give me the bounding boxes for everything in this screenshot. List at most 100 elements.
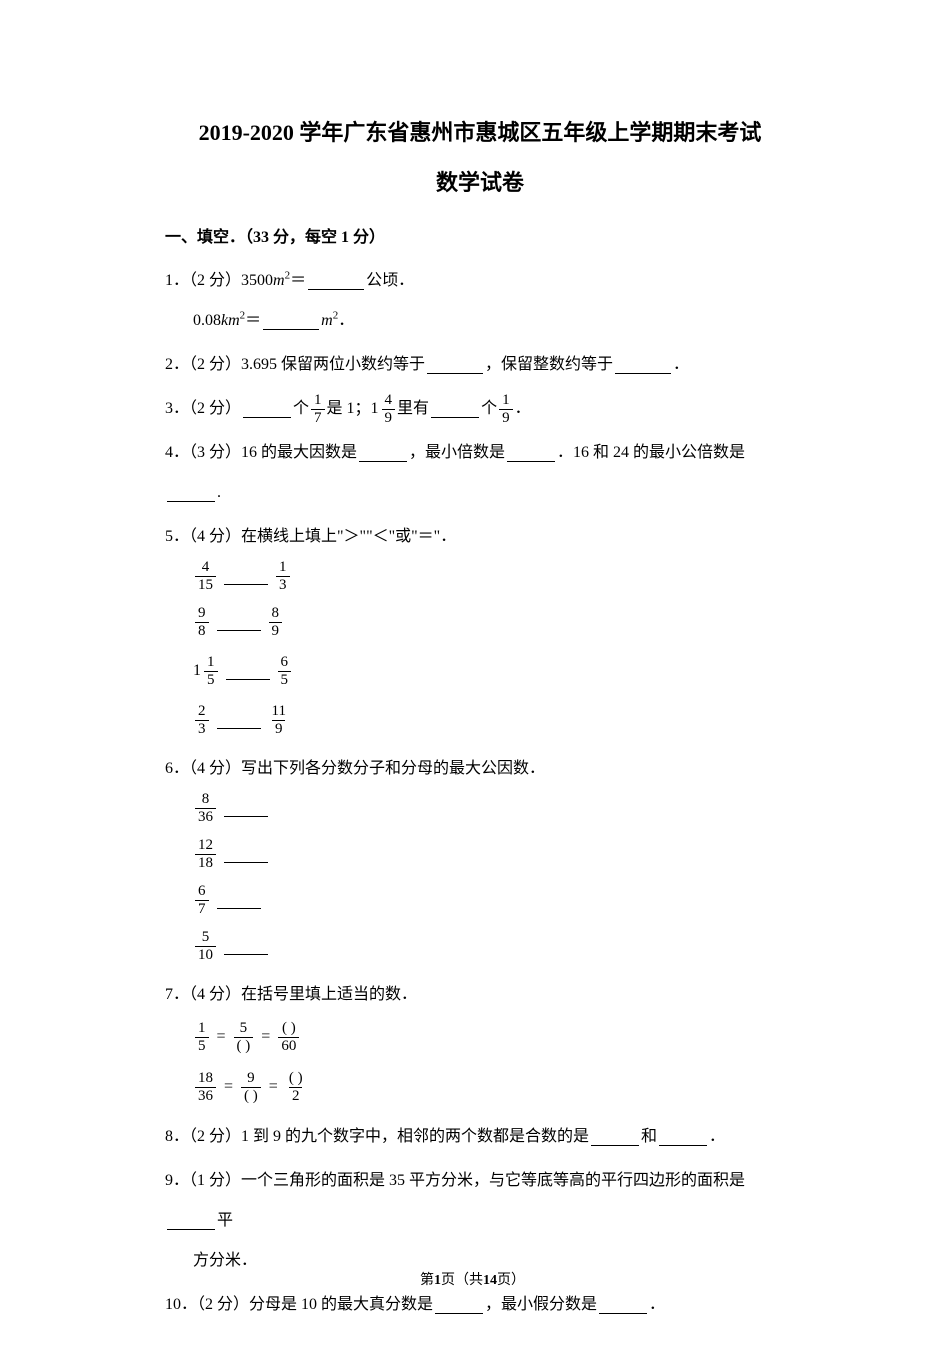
q9-label: 9．（1 分）一个三角形的面积是 35 平方分米，与它等底等高的平行四边形的面积…	[165, 1161, 745, 1201]
q1-label: 1．（2 分）3500	[165, 261, 273, 301]
section-header: 一、填空．（33 分，每空 1 分）	[165, 223, 795, 247]
q5-2-right: 65	[278, 655, 292, 688]
q3-blank2	[431, 400, 479, 418]
q5-2-left: 115	[193, 651, 220, 691]
footer-post: 页）	[497, 1273, 525, 1288]
eq-sign: =	[261, 1017, 270, 1057]
question-6: 6．（4 分）写出下列各分数分子和分母的最大公因数． 836 1218 67 5…	[165, 749, 795, 963]
q4-blank2	[507, 444, 555, 462]
q3-frac1: 17	[311, 393, 325, 426]
q1-unit1: m2	[273, 261, 290, 301]
q6-0-blank	[224, 799, 268, 817]
q7-1-b: 9( )	[241, 1071, 261, 1104]
q4-t2: ．16 和 24 的最小公倍数是	[557, 433, 745, 473]
footer-page: 1	[434, 1273, 441, 1288]
q4-blank1	[359, 444, 407, 462]
q7-row-1: 1836 = 9( ) = ( )2	[193, 1067, 795, 1107]
q4-label: 4．（3 分）16 的最大因数是	[165, 433, 357, 473]
page-footer: 第1页（共14页）	[0, 1269, 945, 1289]
q7-0-b: 5( )	[234, 1021, 254, 1054]
page-title: 2019-2020 学年广东省惠州市惠城区五年级上学期期末考试	[165, 115, 795, 147]
q1-blank1	[308, 272, 364, 290]
q10-end: ．	[649, 1285, 665, 1325]
q10-blank2	[599, 1296, 647, 1314]
q3-label: 3．（2 分）	[165, 389, 241, 429]
q7-1-a: 1836	[195, 1071, 216, 1104]
question-8: 8．（2 分）1 到 9 的九个数字中，相邻的两个数都是合数的是和．	[165, 1117, 795, 1157]
q1-l2-pre: 0.08	[193, 301, 221, 341]
q7-0-a: 15	[195, 1021, 209, 1054]
exam-page: 2019-2020 学年广东省惠州市惠城区五年级上学期期末考试 数学试卷 一、填…	[0, 0, 945, 1369]
q2-mid: ，保留整数约等于	[485, 345, 613, 385]
q7-1-c: ( )2	[286, 1071, 306, 1104]
q3-mixed: 149	[371, 389, 398, 429]
q6-0-frac: 836	[195, 792, 216, 825]
question-3: 3．（2 分）个17是 1；149里有个19．	[165, 389, 795, 429]
q6-row-3: 510	[193, 929, 795, 963]
q5-0-blank	[224, 567, 268, 585]
q10-label: 10．（2 分）分母是 10 的最大真分数是	[165, 1285, 433, 1325]
question-5: 5．（4 分）在横线上填上"＞""＜"或"＝"． 415 13 98 89 11…	[165, 517, 795, 737]
q5-1-blank	[217, 613, 261, 631]
eq-sign: =	[224, 1067, 233, 1107]
q5-row-2: 115 65	[193, 651, 795, 691]
q6-row-2: 67	[193, 883, 795, 917]
q8-blank2	[659, 1128, 707, 1146]
q6-2-frac: 67	[195, 884, 209, 917]
q5-0-left: 415	[195, 560, 216, 593]
q10-t1: ，最小假分数是	[485, 1285, 597, 1325]
question-1: 1．（2 分）3500m2＝公顷． 0.08km2＝m2．	[165, 261, 795, 341]
question-10: 10．（2 分）分母是 10 的最大真分数是 ，最小假分数是 ．	[165, 1285, 795, 1325]
q5-0-right: 13	[276, 560, 290, 593]
q9-blank	[167, 1212, 215, 1230]
q5-row-0: 415 13	[193, 559, 795, 593]
q5-1-right: 89	[269, 606, 283, 639]
footer-pre: 第	[420, 1273, 434, 1288]
q3-blank1	[243, 400, 291, 418]
q8-blank1	[591, 1128, 639, 1146]
q6-row-1: 1218	[193, 837, 795, 871]
q4-blank3	[167, 484, 215, 502]
q1-l2-end: ．	[338, 301, 354, 341]
q3-frac2: 19	[499, 393, 513, 426]
q5-row-3: 23 119	[193, 703, 795, 737]
footer-mid: 页（共	[441, 1273, 483, 1288]
q6-3-blank	[224, 937, 268, 955]
q5-3-blank	[217, 711, 261, 729]
q5-1-left: 98	[195, 606, 209, 639]
eq-sign: =	[217, 1017, 226, 1057]
q1-after: 公顷．	[366, 261, 414, 301]
q6-1-blank	[224, 845, 268, 863]
page-subtitle: 数学试卷	[165, 165, 795, 197]
q2-end: ．	[673, 345, 689, 385]
q7-row-0: 15 = 5( ) = ( )60	[193, 1017, 795, 1057]
q5-3-left: 23	[195, 704, 209, 737]
q8-end: ．	[709, 1117, 725, 1157]
question-7: 7．（4 分）在括号里填上适当的数． 15 = 5( ) = ( )60 183…	[165, 975, 795, 1107]
q5-label: 5．（4 分）在横线上填上"＞""＜"或"＝"．	[165, 517, 456, 557]
q3-t1: 个	[293, 389, 309, 429]
q3-end: ．	[515, 389, 531, 429]
q6-3-frac: 510	[195, 930, 216, 963]
eq-sign: =	[269, 1067, 278, 1107]
q6-row-0: 836	[193, 791, 795, 825]
q6-1-frac: 1218	[195, 838, 216, 871]
question-4: 4．（3 分）16 的最大因数是 ，最小倍数是 ．16 和 24 的最小公倍数是.	[165, 433, 795, 513]
q5-row-1: 98 89	[193, 605, 795, 639]
question-2: 2．（2 分）3.695 保留两位小数约等于 ，保留整数约等于 ．	[165, 345, 795, 385]
q2-label: 2．（2 分）3.695 保留两位小数约等于	[165, 345, 425, 385]
q6-label: 6．（4 分）写出下列各分数分子和分母的最大公因数．	[165, 749, 545, 789]
q4-end: .	[217, 473, 221, 513]
q10-blank1	[435, 1296, 483, 1314]
q9-t1: 平	[217, 1201, 233, 1241]
question-9: 9．（1 分）一个三角形的面积是 35 平方分米，与它等底等高的平行四边形的面积…	[165, 1161, 795, 1281]
q1-l2-after: m2	[321, 301, 338, 341]
q7-label: 7．（4 分）在括号里填上适当的数．	[165, 975, 417, 1015]
q3-t3: 里有	[397, 389, 429, 429]
q5-2-blank	[226, 662, 270, 680]
q8-label: 8．（2 分）1 到 9 的九个数字中，相邻的两个数都是合数的是	[165, 1117, 589, 1157]
q2-blank1	[427, 356, 483, 374]
q3-t4: 个	[481, 389, 497, 429]
q4-t1: ，最小倍数是	[409, 433, 505, 473]
footer-total: 14	[483, 1273, 497, 1288]
